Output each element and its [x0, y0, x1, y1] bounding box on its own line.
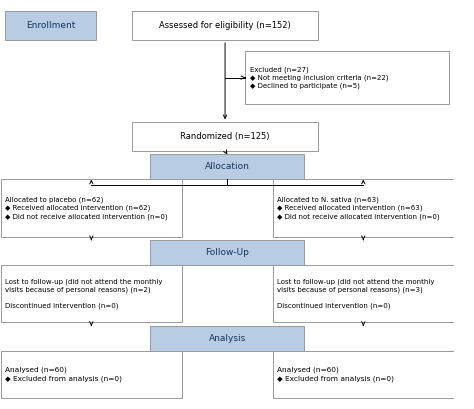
Text: Allocated to N. sativa (n=63)
◆ Received allocated intervention (n=63)
◆ Did not: Allocated to N. sativa (n=63) ◆ Received… — [277, 197, 440, 220]
Text: Allocated to placebo (n=62)
◆ Received allocated intervention (n=62)
◆ Did not r: Allocated to placebo (n=62) ◆ Received a… — [5, 197, 168, 220]
Text: Enrollment: Enrollment — [26, 21, 75, 30]
FancyBboxPatch shape — [150, 240, 304, 265]
FancyBboxPatch shape — [273, 351, 454, 398]
Text: Allocation: Allocation — [205, 162, 250, 171]
Text: Lost to follow-up (did not attend the monthly
visits because of personal reasons: Lost to follow-up (did not attend the mo… — [277, 279, 435, 309]
Text: Randomized (n=125): Randomized (n=125) — [180, 132, 270, 141]
FancyBboxPatch shape — [150, 155, 304, 180]
Text: Analysed (n=60)
◆ Excluded from analysis (n=0): Analysed (n=60) ◆ Excluded from analysis… — [277, 367, 394, 382]
FancyBboxPatch shape — [132, 11, 318, 40]
Text: Assessed for eligibility (n=152): Assessed for eligibility (n=152) — [159, 21, 291, 30]
Text: Analysis: Analysis — [209, 334, 246, 343]
FancyBboxPatch shape — [0, 351, 182, 398]
FancyBboxPatch shape — [0, 265, 182, 322]
FancyBboxPatch shape — [150, 326, 304, 351]
FancyBboxPatch shape — [5, 11, 96, 40]
Text: Lost to follow-up (did not attend the monthly
visits because of personal reasons: Lost to follow-up (did not attend the mo… — [5, 279, 163, 309]
Text: Analysed (n=60)
◆ Excluded from analysis (n=0): Analysed (n=60) ◆ Excluded from analysis… — [5, 367, 122, 382]
Text: Excluded (n=27)
◆ Not meeting inclusion criteria (n=22)
◆ Declined to participat: Excluded (n=27) ◆ Not meeting inclusion … — [250, 66, 389, 89]
Text: Follow-Up: Follow-Up — [205, 248, 249, 257]
FancyBboxPatch shape — [132, 122, 318, 151]
FancyBboxPatch shape — [273, 180, 454, 237]
FancyBboxPatch shape — [0, 180, 182, 237]
FancyBboxPatch shape — [273, 265, 454, 322]
FancyBboxPatch shape — [246, 51, 449, 104]
